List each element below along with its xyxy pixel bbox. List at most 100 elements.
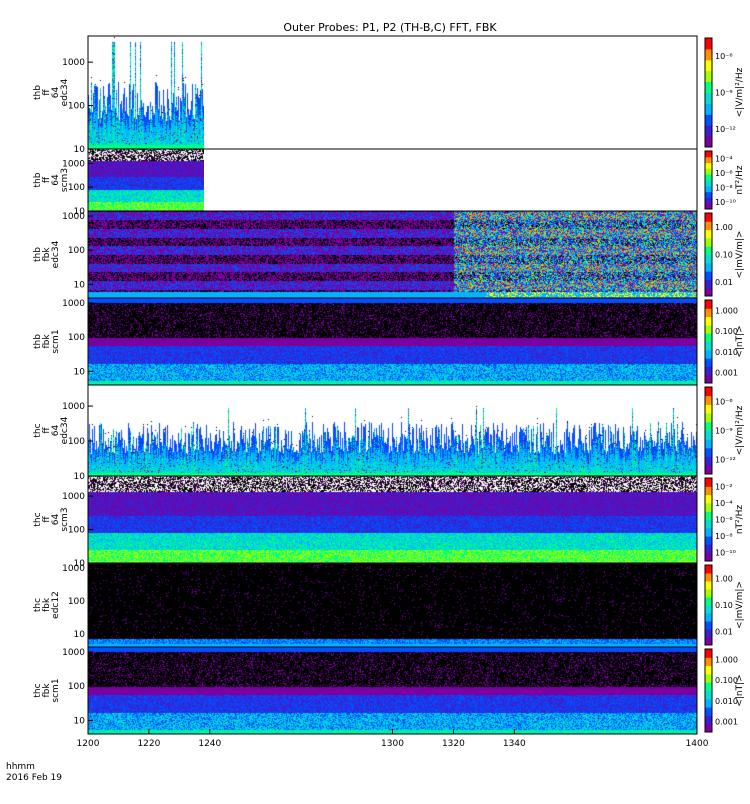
colorbar-segment [705,174,712,181]
y-tick-label: 10 [74,367,86,377]
colorbar-segment [705,605,712,614]
colorbar-tick-label: 1.000 [715,306,738,315]
colorbar-segment [705,589,712,598]
panel-label: edc34 [51,240,61,268]
colorbar-label: <|nT|> [735,674,745,706]
colorbar-segment [705,271,712,280]
colorbar-segment [705,707,712,716]
colorbar-segment [705,38,712,50]
colorbar-segment [705,300,712,309]
colorbar-tick-label: 0.100 [715,676,738,685]
spectrogram-panel: 10 100 1000 thb fbk edc34 0.01 0.10 1.00<|mV/m|> [33,210,745,299]
colorbar-segment [705,395,712,405]
spectrogram-heatmap [88,149,204,211]
panel-label: 64 [51,87,61,99]
y-tick-label: 1000 [62,492,85,502]
colorbar-segment [705,478,712,487]
colorbar-segment [705,494,712,504]
colorbar-segment [705,657,712,667]
colorbar-segment [705,358,712,367]
spectrogram-panel: 10 100 1000 thb ff 64 edc34 10⁻¹² 10⁻⁹ 10⁻⁶<|V/m|… [33,35,745,155]
panel-label: fbk [42,597,52,612]
colorbar-segment [705,162,712,169]
y-tick-label: 100 [68,682,85,692]
colorbar-tick-label: 10⁻⁶ [715,52,733,61]
y-tick-label: 1000 [62,58,85,68]
y-tick-label: 10 [74,280,86,290]
colorbar-segment [705,279,712,289]
spectrogram-heatmap [88,647,697,734]
colorbar-tick-label: 0.010 [715,697,738,706]
colorbar-segment [705,665,712,675]
colorbar-tick-label: 10⁻⁴ [715,499,733,508]
colorbar-frame [704,212,713,297]
y-tick-label: 100 [68,183,85,193]
colorbar-segment [705,621,712,630]
spectrogram-heatmap [88,385,697,476]
panel-label: edc12 [51,591,61,619]
colorbar-tick-label: 10⁻¹² [715,456,736,465]
panel-label: fbk [42,683,52,698]
spectrogram-panel: 10 100 1000 thc fbk scm1 0.001 0.010 0.100 1.000 <… [33,646,745,735]
colorbar-segment [705,502,712,512]
colorbar-segment [705,629,712,638]
colorbar-segment [705,421,712,431]
colorbar-frame [704,386,713,475]
y-tick-label: 1000 [62,402,85,412]
y-tick-label: 100 [68,597,85,607]
colorbar-segment [705,191,712,198]
colorbar-tick-label: 0.001 [715,369,738,378]
colorbar-tick-label: 1.00 [715,223,733,232]
colorbar-segment [705,447,712,458]
colorbar-tick-label: 1.00 [715,574,733,583]
colorbar-segment [705,316,712,326]
colorbar-segment [705,197,712,204]
colorbar-segment [705,92,712,104]
colorbar-segment [705,48,712,61]
colorbar-segment [705,114,712,126]
colorbar-segment [705,136,712,148]
colorbar-tick-label: 10⁻¹⁰ [715,549,736,558]
colorbar-segment [705,565,712,574]
colorbar-segment [705,573,712,582]
panel-label: fbk [42,334,52,349]
spectrogram-heatmap [88,476,697,563]
colorbar-frame [704,477,713,562]
colorbar-label: <|V/m|²/Hz [735,405,745,455]
panel-label: scm3 [60,507,70,531]
colorbar-segment [705,81,712,93]
colorbar-tick-label: 0.001 [715,718,738,727]
colorbar-segment [705,581,712,590]
colorbar-segment [705,156,712,164]
y-tick-label: 100 [68,437,85,447]
colorbar-segment [705,597,712,606]
panel-label: ff [42,516,52,523]
colorbar-segment [705,185,712,193]
colorbar-segment [705,151,712,158]
spectrogram-panel: 10 100 1000 thc ff 64 scm3 10⁻¹⁰ 10⁻⁸ 10⁻⁶ 10⁻⁴ 10⁻… [33,475,745,569]
y-tick-label: 10 [74,559,86,569]
colorbar-segment [705,70,712,83]
colorbar-segment [705,229,712,239]
colorbar-segment [705,103,712,115]
colorbar-frame [704,150,713,210]
colorbar-label: <|mV/m|> [735,581,745,629]
colorbar-segment [705,690,712,700]
colorbar-segment [705,349,712,359]
colorbar-segment [705,59,712,72]
colorbar-tick-label: 10⁻¹² [715,125,736,134]
panel-label: thb [33,85,43,100]
colorbar-segment [705,203,712,210]
colorbar-segment [705,366,712,376]
x-tick-label: 1240 [198,739,221,749]
colorbar-segment [705,324,712,334]
x-tick-label: 1320 [442,739,465,749]
colorbar-segment [705,308,712,318]
colorbar-label: nT²/Hz [735,505,745,535]
panel-label: thc [33,598,43,612]
colorbar-tick-label: 10⁻⁶ [715,169,733,178]
panel-label: 64 [51,514,61,526]
y-tick-label: 10 [74,145,86,155]
colorbar-label: <|V/m|²/Hz [735,67,745,117]
colorbar-segment [705,544,712,554]
